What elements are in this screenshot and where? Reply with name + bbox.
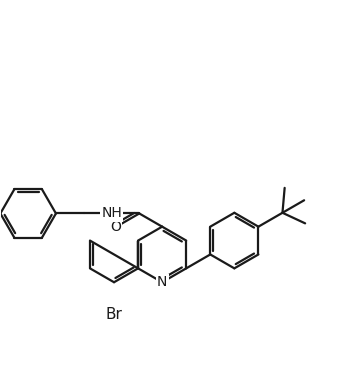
Text: N: N <box>157 275 167 289</box>
Text: NH: NH <box>101 206 122 220</box>
Text: O: O <box>110 220 120 234</box>
Text: Br: Br <box>106 307 122 322</box>
